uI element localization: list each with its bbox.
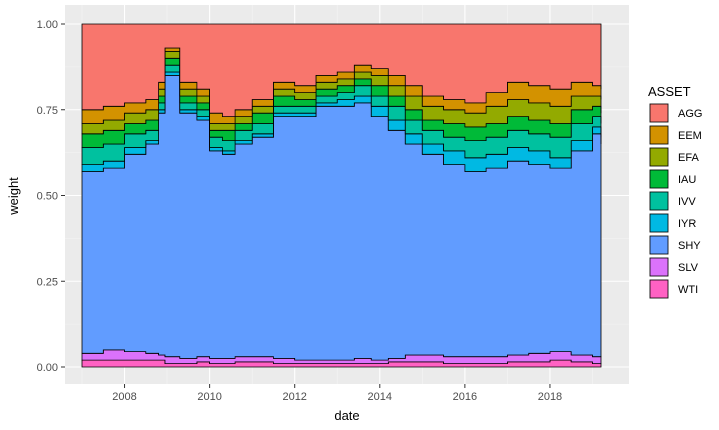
- legend-swatch-slv: [649, 257, 669, 277]
- legend-title: ASSET: [648, 84, 691, 99]
- legend-swatch-efa: [649, 147, 669, 167]
- legend-label-iau: IAU: [678, 174, 696, 186]
- y-tick-label: 1.00: [37, 19, 58, 31]
- legend-swatch-iyr: [649, 213, 669, 233]
- x-tick-label: 2014: [368, 391, 392, 403]
- x-tick-label: 2012: [282, 391, 306, 403]
- legend-label-eem: EEM: [678, 130, 702, 142]
- legend-swatch-ivv: [649, 191, 669, 211]
- legend-swatch-shy: [649, 235, 669, 255]
- legend-label-shy: SHY: [678, 240, 701, 252]
- legend-label-efa: EFA: [678, 152, 699, 164]
- y-tick-label: 0.25: [37, 276, 58, 288]
- y-axis: 0.00 0.25 0.50 0.75 1.00: [37, 19, 65, 374]
- legend-label-iyr: IYR: [678, 218, 696, 230]
- legend-swatch-agg: [649, 103, 669, 123]
- legend: ASSET AGG EEM EFA IAU IVV IYR SHY SLV WTI: [648, 84, 702, 299]
- legend-swatch-wti: [649, 279, 669, 299]
- area-bands: [81, 23, 602, 368]
- x-axis: 2008 2010 2012 2014 2016 2018: [112, 384, 562, 403]
- y-tick-label: 0.75: [37, 105, 58, 117]
- legend-label-ivv: IVV: [678, 196, 696, 208]
- x-tick-label: 2010: [197, 391, 221, 403]
- x-tick-label: 2008: [112, 391, 136, 403]
- x-tick-label: 2016: [453, 391, 477, 403]
- legend-label-agg: AGG: [678, 108, 702, 120]
- legend-label-slv: SLV: [678, 262, 699, 274]
- x-tick-label: 2018: [538, 391, 562, 403]
- y-tick-label: 0.50: [37, 191, 58, 203]
- x-axis-title: date: [334, 408, 359, 423]
- legend-swatch-eem: [649, 125, 669, 145]
- legend-label-wti: WTI: [678, 284, 698, 296]
- area-band-agg: [81, 23, 602, 117]
- legend-swatch-iau: [649, 169, 669, 189]
- y-tick-label: 0.00: [37, 362, 58, 374]
- y-axis-title: weight: [6, 177, 21, 216]
